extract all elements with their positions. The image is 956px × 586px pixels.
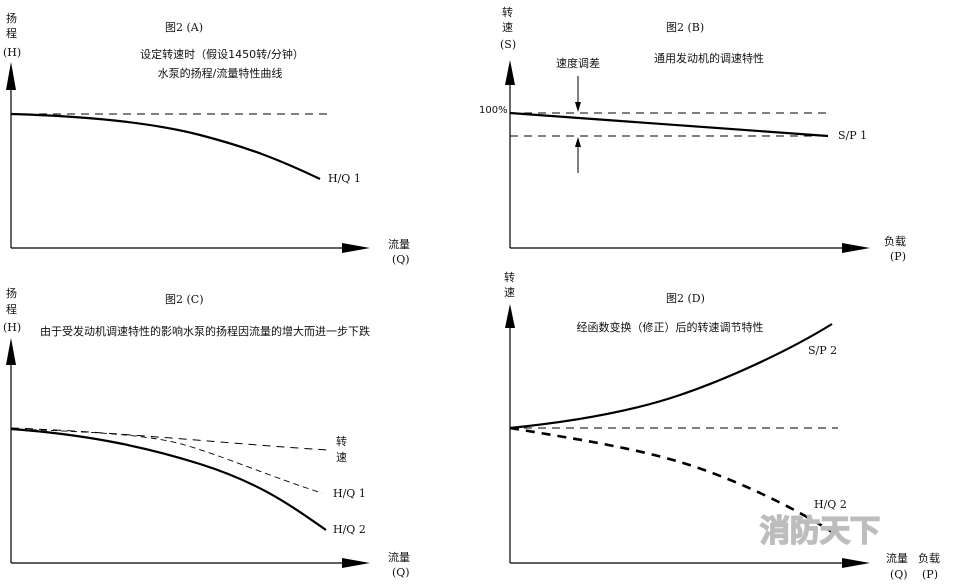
curve-label: H/Q 1 [333, 487, 366, 500]
panel-a: 扬 程 (H) 图2 (A) 设定转速时（假设1450转/分钟） 水泵的扬程/流… [3, 11, 410, 266]
x-axis-arrow-icon [842, 243, 870, 253]
x-axis-unit-q: (Q) [890, 568, 908, 581]
x-axis-label: 流量 [388, 237, 410, 251]
curve-label: H/Q 2 [333, 523, 366, 536]
y-axis-label: 转 [502, 5, 513, 19]
arrow-up-icon [575, 137, 581, 147]
y-axis-label: 扬 [6, 286, 17, 300]
hq2-curve [10, 427, 327, 531]
y-axis-label: 速 [502, 21, 513, 34]
x-axis-unit: (P) [890, 250, 906, 263]
x-axis-unit-p: (P) [922, 568, 938, 581]
y-axis-label: 速 [504, 286, 515, 299]
panel-c: 扬 程 (H) 图2 (C) 由于受发动机调速特性的影响水泵的扬程因流量的增大而… [3, 286, 410, 579]
hq1-curve [10, 428, 323, 494]
curve-label: S/P 1 [838, 129, 867, 142]
y-axis-label: 程 [6, 303, 17, 316]
sp1-curve [509, 111, 829, 138]
hq1-curve [10, 112, 321, 180]
panel-title: 图2 (B) [666, 21, 704, 34]
panel-subtitle: 设定转速时（假设1450转/分钟） [140, 47, 304, 61]
panel-subtitle: 水泵的扬程/流量特性曲线 [158, 66, 283, 80]
y-axis-label: 程 [6, 27, 17, 40]
x-axis-arrow-icon [342, 243, 370, 253]
hq2-curve [509, 426, 833, 534]
x-axis-arrow-icon [342, 558, 370, 568]
y-axis-unit: (H) [3, 46, 21, 59]
x-axis-arrow-icon [842, 558, 870, 568]
y-axis-arrow-icon [505, 304, 515, 328]
y-axis-label: 扬 [6, 11, 17, 25]
panel-title: 图2 (D) [666, 292, 705, 305]
x-axis-label-q: 流量 [886, 551, 908, 565]
curve-label: H/Q 1 [328, 172, 361, 185]
panel-subtitle: 通用发动机的调速特性 [654, 51, 764, 65]
tick-label-100: 100% [479, 105, 508, 116]
x-axis-label: 流量 [388, 550, 410, 564]
panel-subtitle: 由于受发动机调速特性的影响水泵的扬程因流量的增大而进一步下跌 [40, 324, 370, 338]
curve-label: S/P 2 [808, 344, 837, 357]
watermark: 消防天下 [760, 514, 880, 549]
panel-d: 转 速 图2 (D) 经函数变换（修正）后的转速调节特性 S/P 2 H/Q 2… [504, 270, 940, 581]
x-axis-unit: (Q) [392, 566, 410, 579]
curve-label: H/Q 2 [814, 498, 847, 511]
speed-curve [10, 427, 329, 451]
y-axis-arrow-icon [505, 60, 515, 85]
panel-title: 图2 (A) [165, 21, 203, 34]
droop-label: 速度调差 [556, 56, 600, 70]
y-axis-arrow-icon [6, 62, 16, 90]
y-axis-arrow-icon [6, 338, 16, 365]
x-axis-unit: (Q) [392, 253, 410, 266]
y-axis-unit: (S) [500, 38, 516, 51]
panel-b: 转 速 (S) 图2 (B) 通用发动机的调速特性 速度调差 100% S/P … [479, 5, 906, 263]
y-axis-label: 转 [504, 270, 515, 284]
panel-title: 图2 (C) [165, 293, 204, 306]
panel-subtitle: 经函数变换（修正）后的转速调节特性 [577, 320, 764, 334]
speed-label: 速 [336, 451, 347, 464]
y-axis-unit: (H) [3, 321, 21, 334]
arrow-down-icon [575, 102, 581, 112]
speed-label: 转 [336, 434, 347, 448]
x-axis-label-p: 负载 [918, 551, 940, 565]
sp2-curve [509, 323, 833, 430]
x-axis-label: 负载 [884, 234, 906, 248]
